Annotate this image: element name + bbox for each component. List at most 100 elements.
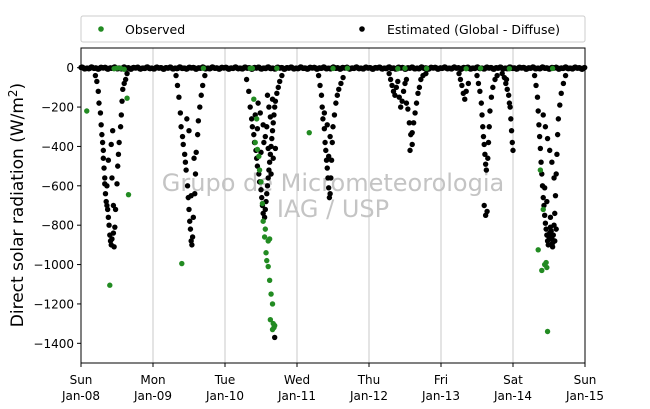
data-point-estimated (560, 80, 567, 87)
data-point-estimated (531, 72, 538, 79)
data-point-estimated (268, 171, 274, 177)
data-point-estimated (274, 90, 280, 96)
data-point-estimated (262, 133, 269, 140)
data-point-estimated (110, 202, 117, 209)
legend-label-estimated: Estimated (Global - Diffuse) (387, 22, 560, 37)
data-point-estimated (118, 112, 125, 118)
data-point-estimated (510, 147, 516, 154)
data-point-estimated (267, 151, 274, 158)
x-tick-day-1: Mon (140, 373, 165, 387)
data-point-estimated (552, 210, 558, 217)
data-point-estimated (269, 135, 275, 142)
data-point-observed (506, 65, 513, 72)
data-point-estimated (99, 139, 106, 146)
data-point-estimated (543, 226, 549, 232)
data-point-estimated (108, 141, 114, 148)
data-point-estimated (325, 185, 332, 191)
data-point-estimated (540, 194, 546, 201)
x-tick-day-7: Sun (574, 373, 597, 387)
data-point-estimated (478, 100, 485, 106)
data-point-estimated (554, 131, 561, 138)
data-point-estimated (178, 124, 184, 130)
data-point-estimated (264, 124, 270, 130)
data-point-estimated (482, 151, 488, 158)
x-tick-date-0: Jan-08 (61, 389, 100, 403)
data-point-estimated (266, 159, 273, 165)
data-point-estimated (176, 94, 182, 100)
data-point-estimated (99, 131, 105, 138)
data-point-estimated (115, 151, 122, 158)
data-point-estimated (270, 120, 276, 126)
data-point-observed (263, 250, 269, 256)
data-point-observed (179, 260, 185, 267)
watermark: Grupo de Micrometeorologia IAG / USP (162, 169, 504, 223)
data-point-estimated (96, 100, 102, 106)
data-point-estimated (271, 334, 278, 341)
data-point-estimated (109, 236, 115, 242)
data-point-estimated (409, 141, 415, 148)
y-tick-label-3: −600 (41, 179, 74, 193)
data-point-estimated (187, 218, 193, 224)
data-point-estimated (456, 70, 462, 77)
data-point-observed (265, 263, 271, 270)
data-point-estimated (403, 100, 410, 106)
data-point-estimated (315, 72, 322, 79)
data-point-estimated (105, 157, 112, 163)
data-point-estimated (474, 72, 480, 79)
data-point-estimated (272, 145, 279, 152)
legend-frame (80, 15, 586, 43)
data-point-estimated (180, 141, 186, 148)
data-point-observed (260, 218, 266, 224)
data-point-estimated (173, 72, 179, 79)
data-point-estimated (179, 133, 186, 140)
data-point-estimated (190, 214, 197, 221)
data-point-estimated (270, 155, 276, 161)
data-point-estimated (112, 224, 118, 230)
data-point-estimated (488, 94, 495, 100)
data-point-estimated (562, 72, 569, 79)
data-point-estimated (104, 183, 110, 189)
data-point-estimated (552, 192, 559, 199)
data-point-estimated (457, 76, 464, 83)
data-point-estimated (389, 82, 395, 89)
data-point-estimated (255, 100, 261, 106)
data-point-estimated (320, 116, 326, 122)
data-point-estimated (407, 147, 413, 154)
data-point-estimated (416, 84, 423, 91)
data-point-estimated (413, 100, 420, 106)
data-point-observed (124, 95, 130, 101)
data-point-estimated (177, 110, 184, 116)
data-point-estimated (321, 110, 328, 116)
data-point-estimated (98, 122, 104, 128)
data-point-estimated (328, 175, 334, 181)
data-point-observed (252, 139, 258, 146)
data-point-observed (344, 65, 351, 71)
data-point-estimated (182, 159, 189, 165)
data-point-estimated (194, 131, 201, 138)
data-point-observed (264, 257, 270, 264)
data-point-estimated (415, 90, 421, 96)
data-point-estimated (192, 171, 199, 177)
data-point-estimated (334, 92, 341, 98)
data-point-estimated (322, 139, 328, 146)
x-tick-day-3: Wed (284, 373, 310, 387)
data-point-estimated (393, 84, 400, 91)
data-point-estimated (254, 126, 261, 132)
data-point-estimated (553, 171, 559, 177)
data-point-estimated (105, 214, 112, 221)
data-point-estimated (406, 120, 413, 126)
data-point-estimated (275, 84, 281, 91)
data-point-estimated (104, 206, 111, 213)
x-tick-day-4: Thu (357, 373, 381, 387)
data-point-estimated (554, 151, 560, 158)
data-point-estimated (277, 78, 283, 85)
data-point-estimated (257, 110, 263, 116)
data-point-observed (540, 206, 546, 213)
data-point-observed (253, 116, 260, 122)
data-point-estimated (535, 108, 541, 114)
data-point-observed (544, 328, 551, 335)
x-tick-date-3: Jan-11 (277, 389, 316, 403)
data-point-estimated (112, 206, 119, 213)
data-point-estimated (264, 92, 271, 98)
x-tick-date-2: Jan-10 (205, 389, 244, 403)
